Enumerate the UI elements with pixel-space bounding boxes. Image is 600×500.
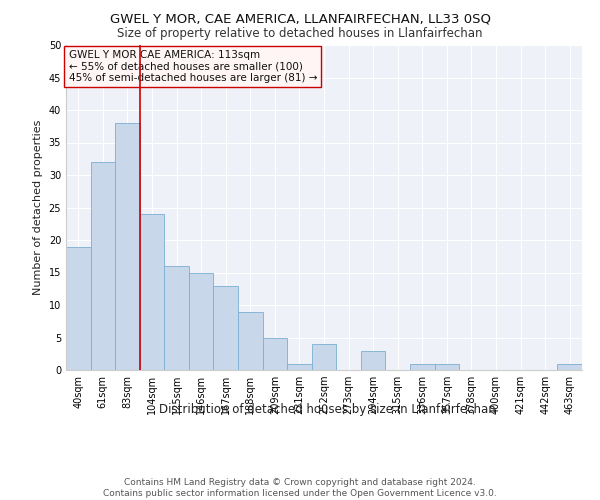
- Bar: [140, 214, 164, 370]
- Bar: [263, 338, 287, 370]
- Bar: [361, 350, 385, 370]
- Bar: [91, 162, 115, 370]
- Bar: [434, 364, 459, 370]
- Bar: [312, 344, 336, 370]
- Bar: [164, 266, 189, 370]
- Bar: [287, 364, 312, 370]
- Text: GWEL Y MOR, CAE AMERICA, LLANFAIRFECHAN, LL33 0SQ: GWEL Y MOR, CAE AMERICA, LLANFAIRFECHAN,…: [110, 12, 491, 26]
- Text: Distribution of detached houses by size in Llanfairfechan: Distribution of detached houses by size …: [158, 402, 496, 415]
- Bar: [410, 364, 434, 370]
- Bar: [557, 364, 582, 370]
- Bar: [238, 312, 263, 370]
- Text: GWEL Y MOR CAE AMERICA: 113sqm
← 55% of detached houses are smaller (100)
45% of: GWEL Y MOR CAE AMERICA: 113sqm ← 55% of …: [68, 50, 317, 83]
- Text: Size of property relative to detached houses in Llanfairfechan: Size of property relative to detached ho…: [117, 28, 483, 40]
- Bar: [115, 123, 140, 370]
- Bar: [66, 246, 91, 370]
- Bar: [214, 286, 238, 370]
- Y-axis label: Number of detached properties: Number of detached properties: [33, 120, 43, 295]
- Bar: [189, 272, 214, 370]
- Text: Contains HM Land Registry data © Crown copyright and database right 2024.
Contai: Contains HM Land Registry data © Crown c…: [103, 478, 497, 498]
